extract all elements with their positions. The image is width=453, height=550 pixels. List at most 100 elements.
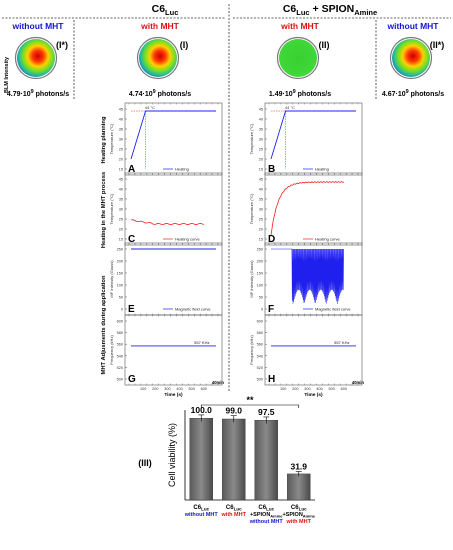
x-tick-label: 400	[316, 387, 322, 391]
panel-y-label: Frequency (kHz)	[249, 335, 254, 365]
category-label-line1: C6Luc	[226, 505, 242, 512]
y-tick-label: 100	[117, 284, 123, 288]
y-tick-label: 45	[259, 178, 263, 182]
panel-y-label: Temperature (°C)	[109, 193, 114, 224]
photon-unit: photons/s	[156, 91, 191, 98]
column-header-3: with MHT	[280, 21, 320, 31]
panel-y-label: Temperature (°C)	[249, 193, 254, 224]
photon-value: 4.67·109 photons/s	[382, 89, 444, 98]
y-tick-label: 540	[257, 354, 263, 358]
y-tick-label: 35	[119, 128, 123, 132]
x-tick-label: 100	[280, 387, 286, 391]
y-tick-label: 150	[117, 272, 123, 276]
panel-y-label: Temperature (°C)	[109, 123, 114, 154]
bar-y-label: Cell viability (%)	[167, 423, 177, 487]
panel-letter: H	[268, 374, 275, 385]
row-label-1: Heating planning	[101, 116, 107, 163]
y-tick-label: 250	[257, 248, 263, 252]
y-tick-label: 200	[117, 260, 123, 264]
panel-y-label: MF Intensity (Gauss)	[109, 260, 114, 298]
y-tick-label: 520	[257, 366, 263, 370]
bar-value-label: 31.9	[290, 461, 307, 471]
legend-label: Heating	[315, 167, 329, 172]
category-label-line1: C6Luc	[291, 505, 307, 512]
y-tick-label: 45	[119, 178, 123, 182]
photon-exponent: 9	[31, 89, 34, 95]
y-tick-label: 25	[259, 148, 263, 152]
panel-frame	[124, 242, 223, 316]
panel-B: 45 40 35 30 25 20 15 Temperature (°C) B Heating 44…	[249, 102, 363, 176]
y-tick-label: 30	[259, 138, 263, 142]
y-tick-label: 25	[119, 148, 123, 152]
y-tick-label: 200	[257, 260, 263, 264]
photon-exponent: 9	[406, 89, 409, 95]
x-tick-label: 400	[176, 387, 182, 391]
legend-label: Heating curve	[175, 237, 200, 242]
y-tick-label: 45	[259, 108, 263, 112]
y-tick-label: 30	[119, 208, 123, 212]
end-time-label: 40min	[352, 380, 365, 385]
category-label-condition: without MHT	[249, 519, 284, 525]
y-tick-label: 150	[257, 272, 263, 276]
y-tick-label: 50	[259, 296, 263, 300]
photon-exponent: 9	[293, 89, 296, 95]
bar-3	[254, 420, 278, 501]
x-axis-label: Time (s)	[304, 392, 323, 398]
y-tick-label: 35	[259, 128, 263, 132]
bar-1	[189, 417, 213, 501]
panel-y-label: MF Intensity (Gauss)	[249, 260, 254, 298]
category-cell-name: C6	[258, 505, 266, 511]
panel-frame	[264, 102, 363, 176]
category-particle-sub: Amine	[303, 514, 316, 519]
group-right-title: C6Luc + SPIONAmine	[283, 3, 377, 17]
y-tick-label: 35	[259, 198, 263, 202]
column-tag: (I)	[180, 40, 189, 50]
panel-E: 250 200 150 100 50 0 MF Intensity (Gauss) E Magn…	[109, 242, 223, 316]
y-tick-label: 20	[259, 228, 263, 232]
column-header-2: with MHT	[140, 21, 180, 31]
column-header-1: without MHT	[12, 21, 65, 31]
panel-frame	[124, 102, 223, 176]
y-tick-label: 560	[257, 343, 263, 347]
category-cell-sub: Luc	[266, 507, 274, 512]
legend-label: Magnetic field curve	[315, 307, 351, 312]
x-tick-label: 300	[304, 387, 310, 391]
panel-letter: E	[128, 304, 135, 315]
y-tick-label: 20	[119, 228, 123, 232]
bar-value-label: 99.0	[225, 406, 242, 416]
target-annotation: 44 °C	[145, 105, 155, 110]
x-tick-label: 500	[189, 387, 195, 391]
y-tick-label: 580	[117, 331, 123, 335]
y-tick-label: 600	[257, 320, 263, 324]
panel-C: 45 40 35 30 25 20 15 Temperature (°C) C Heating c…	[109, 172, 223, 246]
heating-curve-line	[270, 181, 345, 236]
category-label-line2: +SPIONAmine	[282, 512, 315, 519]
category-label-line1: C6Luc	[258, 505, 274, 512]
panel-letter: C	[128, 234, 135, 245]
panel-frame	[124, 172, 223, 246]
panel-D: 45 40 35 30 25 20 15 Temperature (°C) D Heating c…	[249, 172, 363, 246]
frequency-annotation: 557 KHz	[194, 340, 209, 345]
panel-letter: B	[268, 164, 275, 175]
bioluminescence-heatmap	[392, 39, 430, 77]
photon-unit: photons/s	[34, 91, 69, 98]
heating-plan-line	[130, 110, 216, 160]
y-tick-label: 500	[257, 378, 263, 382]
photon-unit: photons/s	[409, 91, 444, 98]
y-tick-label: 15	[119, 168, 123, 172]
photon-mantissa: 4.79·10	[7, 91, 31, 98]
category-cell-name: C6	[193, 505, 201, 511]
y-tick-label: 30	[259, 208, 263, 212]
y-tick-label: 580	[257, 331, 263, 335]
group-left-title: C6Luc	[152, 3, 179, 17]
y-tick-label: 45	[119, 108, 123, 112]
category-particle: +SPION	[282, 512, 302, 518]
significance-bracket	[200, 404, 300, 408]
bar-value-label: 100.0	[191, 405, 213, 415]
photon-exponent: 9	[153, 89, 156, 95]
y-tick-label: 250	[117, 248, 123, 252]
bar-4	[287, 473, 311, 501]
y-tick-label: 40	[119, 118, 123, 122]
